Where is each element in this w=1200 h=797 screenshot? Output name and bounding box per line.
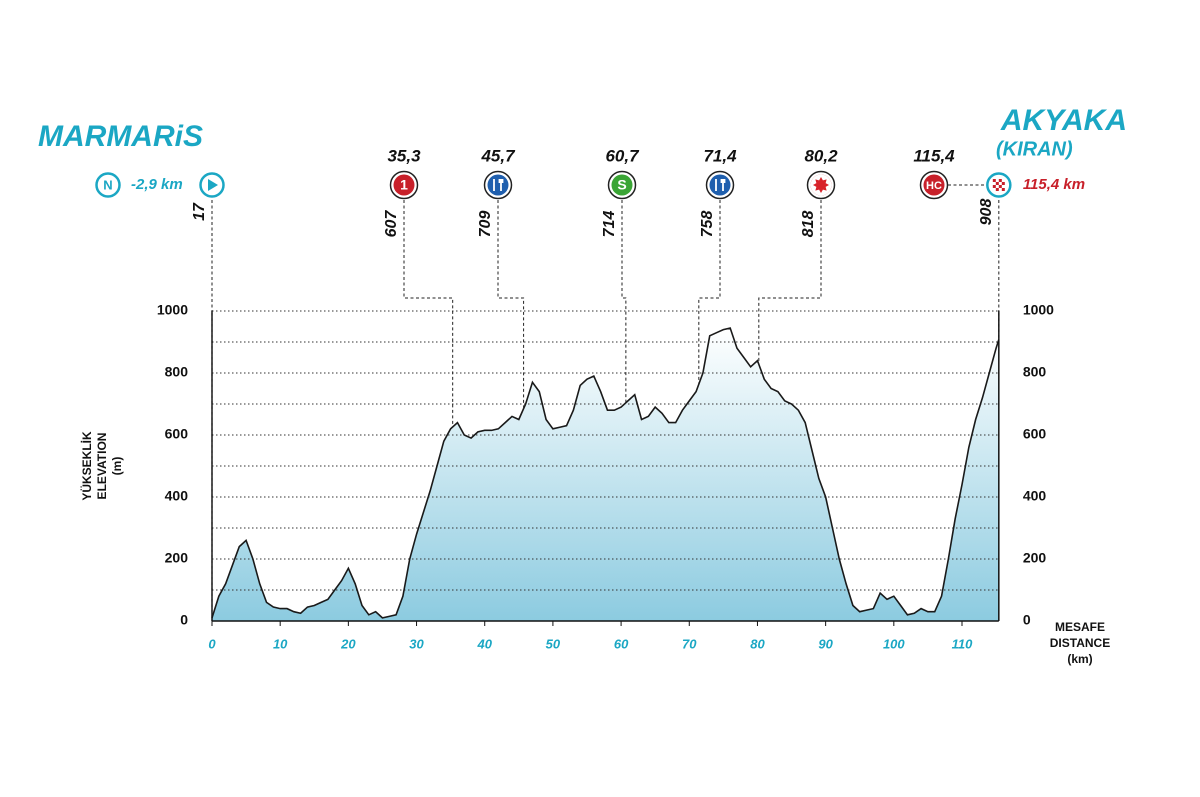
x-label: MESAFE	[1055, 620, 1105, 634]
checker	[1001, 188, 1005, 191]
waypoint-km: 45,7	[480, 146, 516, 165]
y-tick-label: 1000	[1023, 302, 1054, 318]
waypoint-km: 80,2	[804, 146, 838, 165]
waypoint-icon-label: 1	[400, 177, 408, 193]
waypoint-leader	[758, 200, 822, 365]
x-tick-label: 10	[273, 636, 288, 651]
icon	[923, 174, 945, 196]
waypoint-icon-label: S	[617, 177, 626, 193]
neutral-icon-label: N	[103, 177, 112, 192]
finish-subname: (KIRAN)	[996, 138, 1073, 160]
waypoint-km: 35,3	[387, 146, 421, 165]
finish-elevation: 908	[978, 199, 995, 226]
checker	[995, 188, 999, 191]
waypoint-km: 60,7	[605, 146, 640, 165]
y-tick-label: 0	[180, 612, 188, 628]
y-tick-label: 600	[165, 426, 189, 442]
x-tick-label: 90	[818, 636, 833, 651]
icon	[393, 174, 415, 196]
start-arrow	[208, 179, 218, 191]
x-tick-label: 100	[883, 636, 905, 651]
y-tick-label: 600	[1023, 426, 1047, 442]
checker	[998, 179, 1002, 182]
x-tick-label: 20	[340, 636, 356, 651]
x-tick-label: 70	[682, 636, 697, 651]
waypoint-leader	[497, 200, 525, 409]
waypoint-elevation: 714	[601, 211, 618, 238]
start-elevation: 17	[191, 202, 208, 221]
y-tick-label: 200	[165, 550, 189, 566]
checker	[992, 185, 996, 188]
icon	[611, 174, 633, 196]
x-tick-label: 110	[952, 636, 973, 651]
x-label: DISTANCE	[1050, 636, 1110, 650]
checker	[992, 179, 996, 182]
waypoint-km: 115,4	[913, 146, 955, 165]
finish-name: AKYAKA	[1000, 104, 1127, 137]
start-name: MARMARiS	[38, 120, 203, 153]
y-tick-label: 0	[1023, 612, 1031, 628]
y-label: ELEVATION	[95, 433, 109, 500]
x-tick-label: 80	[750, 636, 765, 651]
y-tick-label: 400	[1023, 488, 1047, 504]
neutral-icon	[95, 172, 121, 198]
y-tick-label: 800	[165, 364, 189, 380]
checker	[998, 185, 1002, 188]
y-label: (m)	[110, 457, 124, 476]
waypoint-km: 71,4	[703, 146, 737, 165]
icon	[709, 174, 731, 196]
x-tick-label: 50	[546, 636, 561, 651]
bonus-star	[813, 177, 829, 193]
waypoint-elevation: 818	[800, 211, 817, 238]
waypoint-leader	[621, 200, 627, 403]
checker	[1001, 182, 1005, 185]
waypoint-leader	[698, 200, 721, 385]
profile-line	[211, 327, 1000, 619]
waypoint-leader	[403, 200, 454, 427]
x-tick-label: 60	[614, 636, 629, 651]
finish-km: 115,4 km	[1023, 176, 1085, 193]
icon	[487, 174, 509, 196]
x-label: (km)	[1067, 652, 1092, 666]
y-label: YÜKSEKLİK	[79, 431, 94, 501]
fork	[493, 179, 504, 191]
waypoint-elevation: 607	[383, 210, 400, 238]
waypoint-elevation: 758	[699, 211, 716, 238]
y-tick-label: 800	[1023, 364, 1047, 380]
neutral-km: -2,9 km	[131, 176, 183, 193]
x-tick-label: 40	[476, 636, 492, 651]
x-tick-label: 0	[208, 636, 216, 651]
waypoint-elevation: 709	[477, 211, 494, 238]
x-tick-label: 30	[409, 636, 424, 651]
y-tick-label: 200	[1023, 550, 1047, 566]
checker	[995, 182, 999, 185]
y-tick-label: 1000	[157, 302, 188, 318]
profile-area	[212, 328, 999, 621]
y-tick-label: 400	[165, 488, 189, 504]
waypoint-icon-label: HC	[926, 180, 942, 192]
fork	[715, 179, 726, 191]
